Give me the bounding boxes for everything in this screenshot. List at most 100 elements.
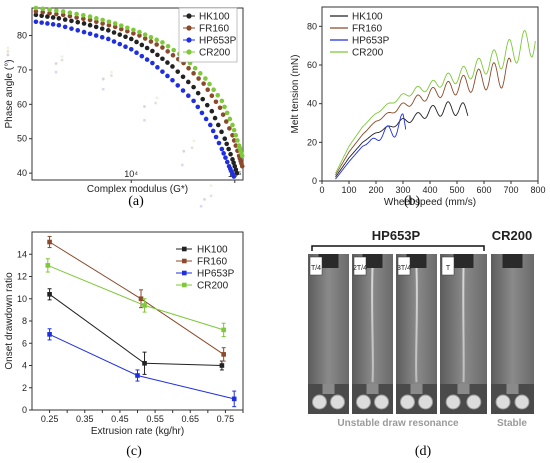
panel-a-point-hp653p xyxy=(123,44,128,49)
panel-b-xtick-label: 800 xyxy=(530,185,545,195)
panel-a-point-hk100 xyxy=(123,34,128,40)
panel-c-point-fr160 xyxy=(138,296,144,302)
panel-a-point-hp653p xyxy=(221,151,226,156)
panel-a-faded-point xyxy=(154,101,157,105)
panel-b-series-cr200 xyxy=(335,29,536,174)
panel-a-point-fr160 xyxy=(148,39,154,44)
panel-c-line-hp653p xyxy=(49,333,235,400)
panel-c-xtick-label: 0.65 xyxy=(181,414,199,424)
panel-a-point-hk100 xyxy=(215,122,221,128)
panel-a-point-fr160 xyxy=(94,19,99,25)
panel-a-point-hk100 xyxy=(180,74,186,80)
panel-a-point-hk100 xyxy=(33,12,39,18)
photo-caption-stable: Stable xyxy=(497,418,527,429)
panel-a-point-cr200 xyxy=(230,122,235,128)
panel-a-point-cr200 xyxy=(207,81,212,87)
panel-a-ylabel: Phase angle (°) xyxy=(4,59,15,128)
panel-d-photo-sequence: HP653P CR200 T/4 2T/4 3T/4 T Unstable draw res… xyxy=(308,228,534,429)
panel-a-point-fr160 xyxy=(231,138,237,143)
panel-c-xtick-label: 0.55 xyxy=(146,414,164,424)
panel-a-point-hk100 xyxy=(150,48,155,54)
panel-a-faded-point xyxy=(110,70,113,74)
panel-b-ytick-label: 60 xyxy=(307,60,317,70)
panel-a-phase-angle-chart: 405060708010⁴10⁵Complex modulus (G*)Phas… xyxy=(4,5,245,208)
panel-a-point-cr200 xyxy=(118,23,124,28)
panel-c-ytick-label: 8 xyxy=(22,316,27,326)
panel-b-xtick-label: 200 xyxy=(368,185,383,195)
panel-a-point-fr160 xyxy=(160,45,165,50)
panel-a-point-hk100 xyxy=(69,18,74,24)
panel-a-faded-point xyxy=(180,163,184,167)
panel-c-xlabel: Extrusion rate (kg/hr) xyxy=(91,426,184,437)
panel-a-point-cr200 xyxy=(224,110,230,116)
panel-a-point-hk100 xyxy=(234,170,240,176)
panel-a-ytick-label: 40 xyxy=(17,168,27,178)
panel-a-faded-point xyxy=(182,149,186,153)
panel-a-point-hp653p xyxy=(155,65,160,70)
panel-a-point-hp653p xyxy=(186,93,191,99)
panel-a-point-fr160 xyxy=(106,22,112,28)
panel-a-point-cr200 xyxy=(197,71,203,76)
panel-a-legend-hp653p: HP653P xyxy=(199,36,237,47)
panel-a-point-hk100 xyxy=(175,69,181,74)
panel-a-point-cr200 xyxy=(231,127,237,133)
panel-a-faded-point xyxy=(6,53,10,57)
panel-a-legend-marker xyxy=(186,49,192,55)
photo-frame-label-box xyxy=(441,256,455,276)
panel-b-xtick-label: 600 xyxy=(476,185,491,195)
photo-frame-label: 3T/4 xyxy=(397,265,411,272)
panel-c-ytick-label: 6 xyxy=(22,338,27,348)
panel-a-point-cr200 xyxy=(125,25,130,31)
panel-c-ytick-label: 14 xyxy=(17,249,27,259)
panel-a-point-cr200 xyxy=(112,21,118,26)
photo-die xyxy=(362,254,383,268)
panel-b-xlabel: Wheel speed (mm/s) xyxy=(384,197,476,208)
panel-a-faded-point xyxy=(143,105,146,108)
panel-b-ytick-label: 0 xyxy=(312,176,317,186)
panel-a-point-hk100 xyxy=(144,45,150,51)
panel-c-drawdown-ratio-chart: 0 2 4 6 8 10 12 14 0.25 0.35 0.45 0.55 0.65 0.75 Extru… xyxy=(4,231,244,437)
panel-a-point-hp653p xyxy=(75,28,81,33)
panel-b-xtick-label: 0 xyxy=(319,185,324,195)
panel-a-point-fr160 xyxy=(205,87,211,92)
panel-a-point-fr160 xyxy=(137,33,142,38)
panel-a-point-hp653p xyxy=(33,19,39,25)
panel-a-point-fr160 xyxy=(217,105,223,111)
panel-b-ytick-label: 20 xyxy=(307,137,317,147)
panel-a-point-fr160 xyxy=(191,71,196,76)
panel-c-point-cr200 xyxy=(221,327,226,333)
panel-c-legend-marker xyxy=(182,258,187,264)
panel-a-point-hk100 xyxy=(111,30,117,35)
panel-a-point-hk100 xyxy=(200,96,206,102)
photo-wheel xyxy=(418,394,434,410)
panel-a-xtick-label: 10⁴ xyxy=(124,169,138,179)
panel-a-point-fr160 xyxy=(131,31,136,36)
photo-filament xyxy=(371,267,374,383)
panel-a-point-hk100 xyxy=(139,42,145,48)
panel-a-point-hp653p xyxy=(231,174,237,179)
panel-a-point-fr160 xyxy=(60,12,66,18)
photo-title-hp653p: HP653P xyxy=(372,228,421,243)
panel-a-point-cr200 xyxy=(203,76,208,81)
panel-d-label: (d) xyxy=(415,444,432,459)
panel-a-faded-point xyxy=(60,58,64,62)
panel-a-point-hp653p xyxy=(170,77,175,83)
panel-c-ytick-label: 10 xyxy=(17,294,27,304)
panel-a-point-fr160 xyxy=(213,99,219,105)
panel-a-point-hp653p xyxy=(219,146,225,152)
photo-wheel xyxy=(399,394,415,410)
photo-wheel xyxy=(311,394,327,410)
panel-a-point-cr200 xyxy=(94,16,99,21)
panel-a-point-hp653p xyxy=(210,128,216,134)
panel-a-point-hk100 xyxy=(219,129,224,135)
panel-a-faded-point xyxy=(209,194,213,198)
panel-a-point-hk100 xyxy=(195,90,201,96)
panel-a-faded-point xyxy=(6,46,10,50)
panel-a-point-fr160 xyxy=(81,16,86,22)
panel-a-point-fr160 xyxy=(223,119,229,124)
panel-a-point-fr160 xyxy=(170,53,176,58)
photo-frame-label: T xyxy=(446,265,451,272)
panel-a-point-cr200 xyxy=(219,98,225,104)
panel-a-point-hp653p xyxy=(180,88,186,93)
